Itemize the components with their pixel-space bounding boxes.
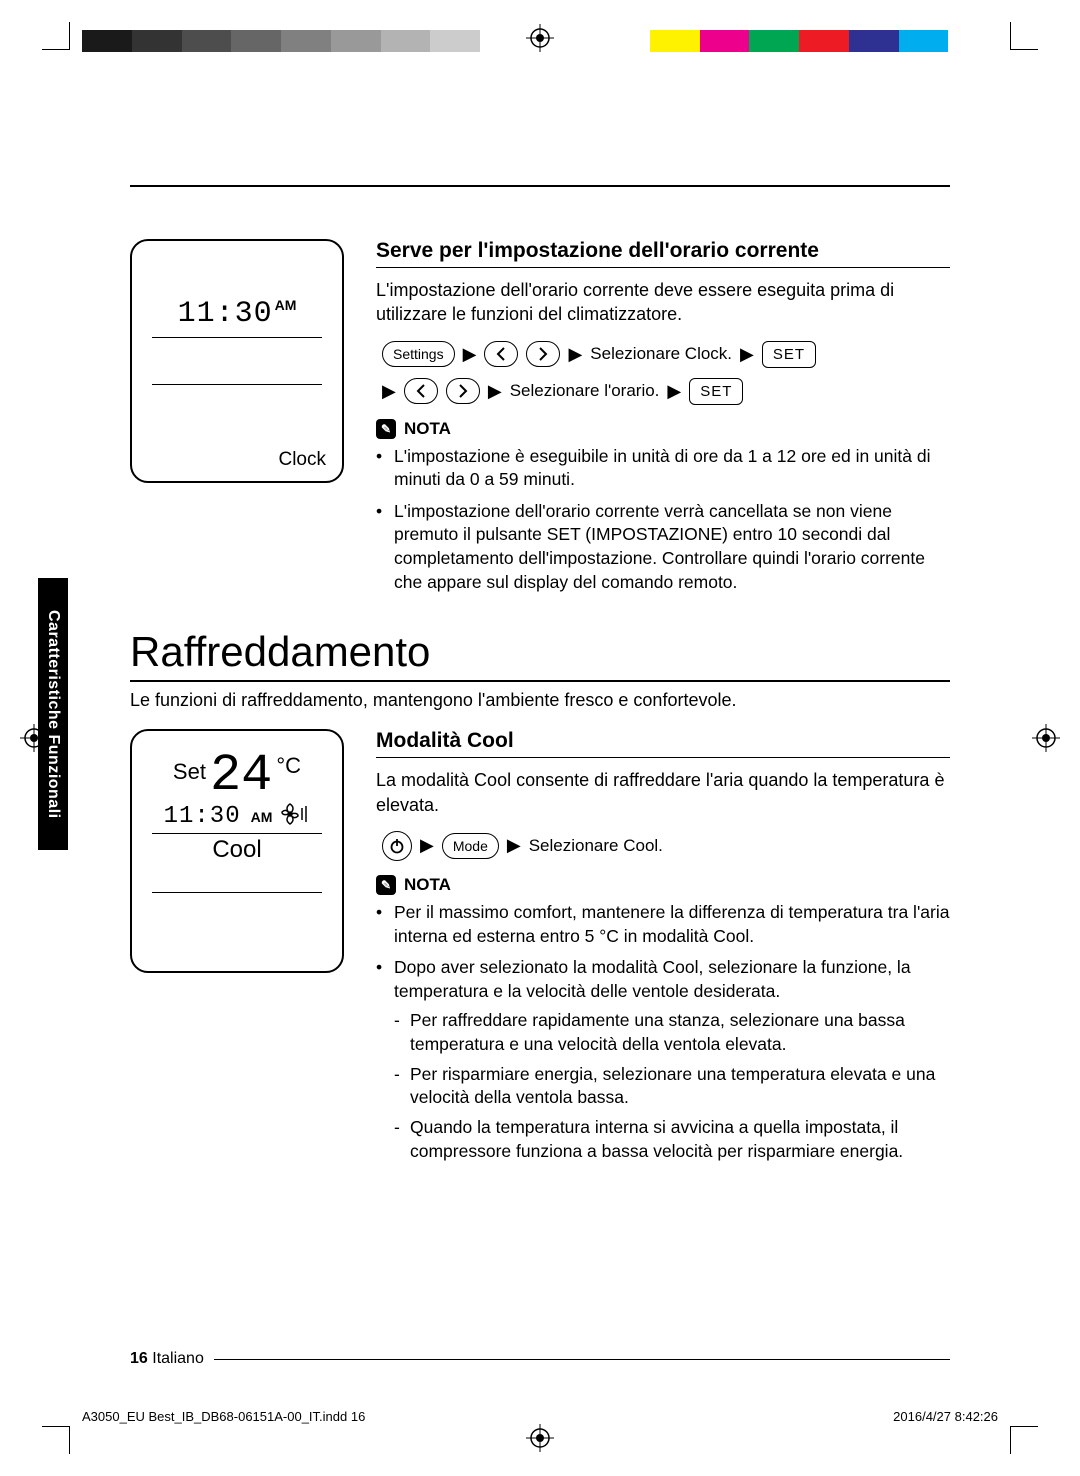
mode-button[interactable]: Mode <box>442 833 499 859</box>
display-time: 11:30 <box>164 803 241 830</box>
settings-button[interactable]: Settings <box>382 341 455 367</box>
paragraph: Le funzioni di raffreddamento, mantengon… <box>130 690 950 711</box>
note-item: L'impostazione dell'orario corrente verr… <box>376 500 950 595</box>
crop-mark <box>28 1426 70 1468</box>
note-subitem: Per raffreddare rapidamente una stanza, … <box>394 1009 950 1056</box>
display-temperature: 24 <box>210 753 272 800</box>
display-ampm: AM <box>251 809 273 825</box>
right-arrow-button[interactable] <box>446 378 480 404</box>
remote-display-cool: Set 24 °C 11:30 AM Cool <box>130 729 344 973</box>
display-set-label: Set <box>173 759 206 785</box>
note-item: Per il massimo comfort, mantenere la dif… <box>376 901 950 948</box>
paragraph: L'impostazione dell'orario corrente deve… <box>376 278 950 327</box>
note-heading: ✎ NOTA <box>376 419 950 439</box>
arrow-icon: ▶ <box>740 344 754 365</box>
left-arrow-button[interactable] <box>404 378 438 404</box>
step-sequence: ▶ Mode ▶ Selezionare Cool. <box>382 831 950 861</box>
crop-mark <box>1010 8 1052 50</box>
arrow-icon: ▶ <box>507 835 521 856</box>
crop-mark <box>28 8 70 50</box>
fan-icon <box>280 802 310 831</box>
heading-cooling: Raffreddamento <box>130 628 950 682</box>
subheading-cool-mode: Modalità Cool <box>376 729 950 758</box>
note-label: NOTA <box>404 419 451 439</box>
note-heading: ✎ NOTA <box>376 875 950 895</box>
note-list: L'impostazione è eseguibile in unità di … <box>376 445 950 595</box>
step-sequence: Settings ▶ ▶ Selezionare Clock. ▶ SET <box>382 341 950 368</box>
arrow-icon: ▶ <box>420 835 434 856</box>
registration-mark-icon <box>1032 724 1060 752</box>
print-slug: A3050_EU Best_IB_DB68-06151A-00_IT.indd … <box>82 1409 998 1424</box>
step-sequence: ▶ ▶ Selezionare l'orario. ▶ SET <box>382 378 950 405</box>
left-arrow-button[interactable] <box>484 341 518 367</box>
display-mode-label: Clock <box>278 449 326 471</box>
page-number: 16 <box>130 1350 148 1367</box>
remote-display-clock: 11:30AM Clock <box>130 239 344 483</box>
footer-language: Italiano <box>152 1350 204 1367</box>
set-button[interactable]: SET <box>689 378 743 405</box>
set-button[interactable]: SET <box>762 341 816 368</box>
page-footer: 16 Italiano <box>130 1350 950 1368</box>
arrow-icon: ▶ <box>463 344 477 365</box>
display-mode-label: Cool <box>148 836 326 864</box>
note-item: Dopo aver selezionato la modalità Cool, … <box>376 956 950 1163</box>
power-button[interactable] <box>382 831 412 861</box>
note-icon: ✎ <box>376 875 396 895</box>
subheading-clock-setting: Serve per l'impostazione dell'orario cor… <box>376 239 950 268</box>
arrow-icon: ▶ <box>488 381 502 402</box>
note-item: L'impostazione è eseguibile in unità di … <box>376 445 950 492</box>
arrow-icon: ▶ <box>667 381 681 402</box>
display-unit: °C <box>276 753 301 779</box>
note-subitem: Quando la temperatura interna si avvicin… <box>394 1116 950 1163</box>
display-ampm: AM <box>275 297 297 313</box>
note-subitem: Per risparmiare energia, selezionare una… <box>394 1063 950 1110</box>
section-tab-label: Caratteristiche Funzionali <box>44 610 62 819</box>
note-label: NOTA <box>404 875 451 895</box>
section-tab: Caratteristiche Funzionali <box>38 578 68 850</box>
registration-mark-icon <box>526 1424 554 1452</box>
note-list: Per il massimo comfort, mantenere la dif… <box>376 901 950 1163</box>
paragraph: La modalità Cool consente di raffreddare… <box>376 768 950 817</box>
display-time: 11:30 <box>178 297 273 331</box>
crop-mark <box>1010 1426 1052 1468</box>
step-text: Selezionare Clock. <box>590 345 732 364</box>
note-icon: ✎ <box>376 419 396 439</box>
step-text: Selezionare Cool. <box>529 837 663 856</box>
slug-file: A3050_EU Best_IB_DB68-06151A-00_IT.indd … <box>82 1409 365 1424</box>
right-arrow-button[interactable] <box>526 341 560 367</box>
slug-timestamp: 2016/4/27 8:42:26 <box>893 1409 998 1424</box>
registration-mark-icon <box>526 24 554 52</box>
arrow-icon: ▶ <box>382 381 396 402</box>
step-text: Selezionare l'orario. <box>510 382 660 401</box>
arrow-icon: ▶ <box>568 344 582 365</box>
top-rule <box>130 185 950 187</box>
